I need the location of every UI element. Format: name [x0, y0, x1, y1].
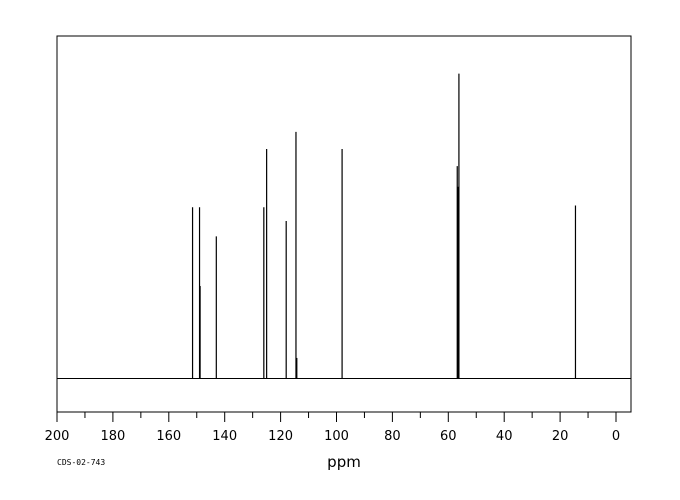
peaks-group: [191, 73, 577, 379]
x-axis-tick-labels: 200 180 160 140 120 100 80 60 40 20 0: [45, 429, 621, 444]
tick-label-160: 160: [156, 429, 181, 444]
x-axis-ticks: [56, 412, 617, 422]
plot-frame: [56, 35, 632, 413]
tick-label-120: 120: [268, 429, 293, 444]
spectrum-code-label: CDS-02-743: [57, 458, 105, 467]
tick-label-140: 140: [212, 429, 237, 444]
tick-label-40: 40: [496, 429, 513, 444]
tick-label-80: 80: [384, 429, 401, 444]
x-axis-title: ppm: [327, 453, 361, 471]
tick-label-100: 100: [324, 429, 349, 444]
tick-label-180: 180: [100, 429, 125, 444]
tick-label-20: 20: [552, 429, 569, 444]
tick-label-200: 200: [45, 429, 70, 444]
tick-label-0: 0: [612, 429, 620, 444]
tick-label-60: 60: [440, 429, 457, 444]
